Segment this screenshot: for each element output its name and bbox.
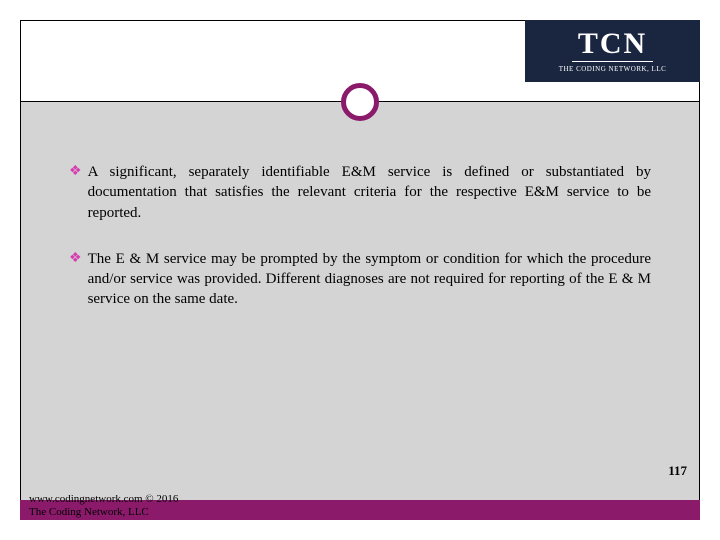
circle-ornament-icon	[341, 83, 379, 121]
logo-box: TCN THE CODING NETWORK, LLC	[525, 20, 700, 82]
footer-text: www.codingnetwork.com © 2016 The Coding …	[29, 493, 178, 519]
page-number: 117	[668, 463, 687, 479]
footer-line-2: The Coding Network, LLC	[29, 506, 178, 519]
bullet-item: ❖ A significant, separately identifiable…	[69, 162, 651, 223]
bullet-item: ❖ The E & M service may be prompted by t…	[69, 249, 651, 310]
footer-line-1: www.codingnetwork.com © 2016	[29, 493, 178, 506]
slide-frame: TCN THE CODING NETWORK, LLC ❖ A signific…	[20, 20, 700, 520]
diamond-bullet-icon: ❖	[69, 163, 82, 223]
content-area: ❖ A significant, separately identifiable…	[21, 102, 699, 519]
bullet-text: The E & M service may be prompted by the…	[88, 249, 651, 310]
logo-subtitle: THE CODING NETWORK, LLC	[559, 65, 667, 73]
logo-main: TCN	[572, 29, 653, 62]
bullet-text: A significant, separately identifiable E…	[88, 162, 651, 223]
diamond-bullet-icon: ❖	[69, 250, 82, 310]
